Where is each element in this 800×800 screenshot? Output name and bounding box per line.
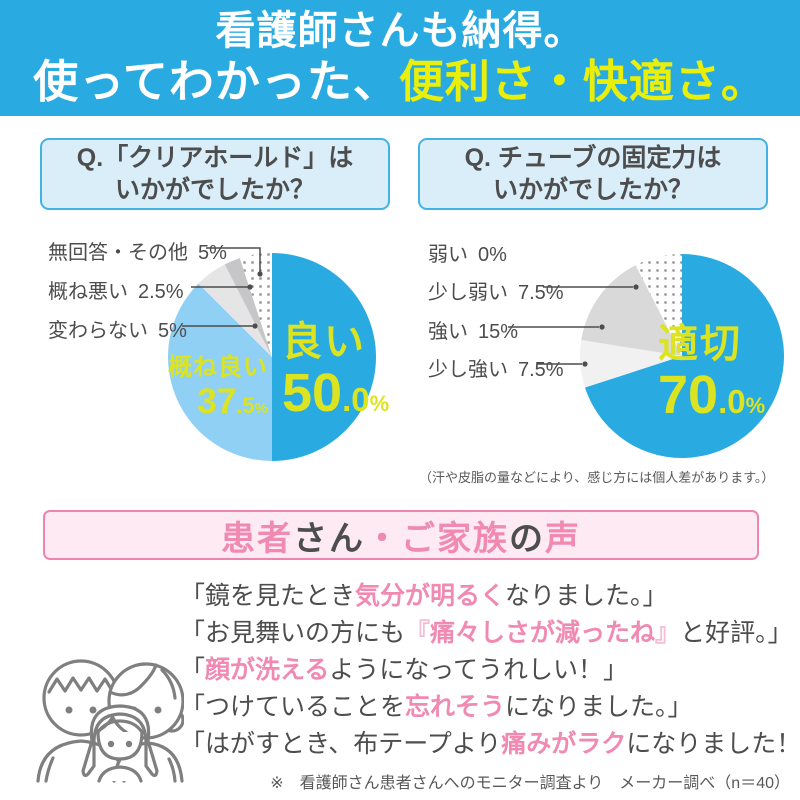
question-line2: いかがでしたか？ — [114, 176, 315, 204]
header-line2-white: 使ってわかった、 — [33, 56, 399, 107]
text-segment: 』 — [655, 619, 681, 647]
text-segment: ようになってうれしい！」 — [329, 656, 629, 684]
question-line1: Q. チューブの固定力は — [464, 144, 722, 172]
text-segment: と好評。」 — [680, 619, 793, 647]
text-segment: 忘れそう — [405, 693, 506, 721]
pie-chart-clearhold: 無回答・その他 5% 概ね悪い 2.5% 変わらない 5% 良い 50.0% 概ね良い… — [10, 228, 390, 478]
pie-slice-概ね良い — [168, 283, 272, 461]
pie-slice-少し強い — [580, 340, 682, 388]
survey-footnote: ※ 看護師さん患者さんへのモニター調査より メーカー調べ（n＝40） — [270, 775, 790, 792]
pie-slice-無回答・その他 — [239, 253, 272, 357]
slice-label-mostly-bad: 概ね悪い 2.5% — [48, 281, 184, 303]
text-segment: 痛みがラク — [501, 730, 627, 758]
pie-slice-良い — [272, 253, 376, 461]
header-title-line1: 看護師さんも納得。 — [215, 9, 585, 53]
slice-label-bit-weak: 少し弱い 7.5% — [428, 282, 564, 304]
pie-slice-適切 — [584, 254, 784, 458]
slice-label-mostly-good: 概ね良い 37.5% — [168, 354, 268, 421]
question-line1: Q.「クリアホールド」は — [76, 144, 354, 172]
text-segment: 「はがすとき、布テープより — [180, 730, 502, 758]
header-title-line2: 使ってわかった、便利さ・快適さ。 — [0, 55, 800, 109]
text-segment: になりました。」 — [505, 693, 693, 721]
text-segment: の — [509, 519, 545, 558]
pie-chart-tube-fixation: 弱い 0% 少し弱い 7.5% 強い 15% 少し強い 7.5% 適切 70.0% — [415, 228, 795, 478]
individual-difference-note: （汗や皮脂の量などにより、感じ方には個人差があります。） — [419, 470, 775, 485]
text-segment: さん — [293, 519, 365, 558]
slice-label-weak: 弱い 0% — [428, 244, 507, 266]
text-segment: 『 — [405, 619, 431, 647]
slice-label-bit-strong: 少し強い 7.5% — [428, 359, 564, 381]
patient-quotes: 「鏡を見たとき気分が明るくなりました。」 「お見舞いの方にも『痛々しさが減ったね… — [180, 578, 800, 763]
text-segment: になりました！」 — [626, 730, 800, 758]
patient-quote: 「はがすとき、布テープより痛みがラクになりました！」 — [180, 726, 800, 763]
text-segment: 顔が洗える — [205, 656, 330, 684]
text-segment: 「鏡を見たとき — [180, 582, 356, 610]
family-illustration-icon — [36, 659, 184, 783]
slice-label-appropriate: 適切 70.0% — [658, 322, 766, 425]
patient-quote: 「鏡を見たとき気分が明るくなりました。」 — [180, 578, 795, 615]
slice-label-no-change: 変わらない 5% — [48, 320, 187, 342]
text-segment: 声 — [545, 519, 581, 558]
question-box-tube-fixation: Q. チューブの固定力は いかがでしたか？ — [418, 138, 768, 210]
text-segment: 「 — [180, 656, 206, 684]
pie-slice-概ね悪い — [224, 258, 272, 357]
slice-label-good: 良い 50.0% — [282, 320, 390, 423]
pie-chart-svg — [508, 254, 784, 458]
header-banner: 看護師さんも納得。 使ってわかった、便利さ・快適さ。 — [0, 0, 800, 116]
leader-lines — [508, 286, 633, 365]
pie-slice-少し弱い — [635, 254, 682, 356]
question-box-clearhold: Q.「クリアホールド」は いかがでしたか？ — [40, 138, 390, 210]
leader-line — [206, 247, 261, 272]
question-line2: いかがでしたか？ — [492, 176, 693, 204]
leader-dots — [247, 271, 263, 329]
patient-quote: 「つけていることを忘れそうになりました。」 — [180, 689, 795, 726]
text-segment: なりました。」 — [505, 582, 668, 610]
pie-slice-強い — [581, 265, 682, 356]
pie-chart-svg — [168, 247, 376, 461]
text-segment: 「つけていることを — [180, 693, 406, 721]
leader-dots — [582, 284, 639, 367]
text-segment: 「お見舞いの方にも — [180, 619, 406, 647]
text-segment: 痛々しさが減ったね — [430, 619, 656, 647]
text-segment: 気分が明るく — [355, 582, 506, 610]
slice-label-noanswer: 無回答・その他 5% — [48, 242, 227, 264]
patient-quote: 「お見舞いの方にも『痛々しさが減ったね』と好評。」 — [180, 615, 795, 652]
patient-quote: 「顔が洗えるようになってうれしい！」 — [180, 652, 795, 689]
text-segment: 患者 — [221, 519, 293, 558]
slice-label-strong: 強い 15% — [428, 321, 519, 343]
header-line2-highlight: 便利さ・快適さ。 — [398, 56, 767, 107]
text-segment: ・ご家族 — [365, 519, 509, 558]
leader-lines — [182, 247, 261, 327]
patient-family-voice-banner: 患者 さん ・ご家族の声 — [43, 510, 759, 560]
